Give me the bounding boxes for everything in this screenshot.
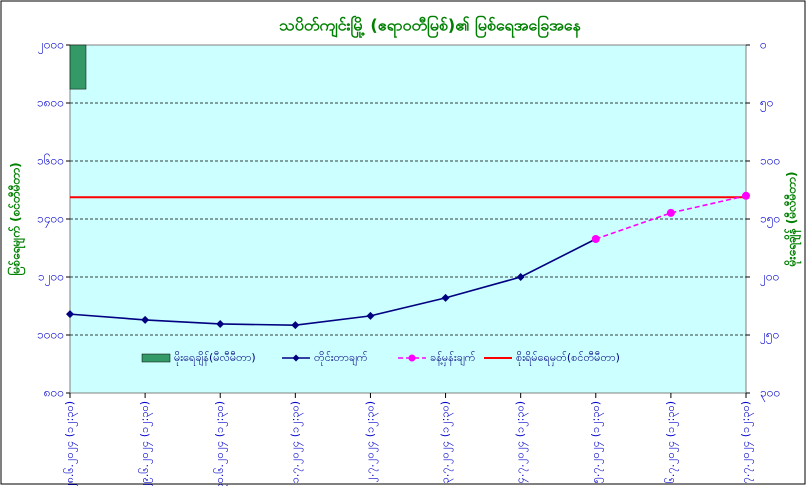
y-tick-label: ၁၂၀၀ [38, 270, 64, 287]
x-tick-label: ၇.၇.၂၀၂၄ (၁၂:၃၀) [739, 401, 754, 483]
legend-swatch [408, 354, 416, 362]
y2-tick-label: ၁၀၀ [760, 154, 780, 168]
y2-tick-label: ၂၅၀ [760, 328, 779, 345]
x-tick-label: ၅.၇.၂၀၂၄ (၁၂:၃၀) [589, 401, 604, 483]
y2-axis-label: မိုးရေချိန် (မီလီမီတာ) [783, 172, 803, 268]
x-tick-label: ၃.၇.၂၀၂၄ (၁၂:၃၀) [439, 401, 454, 483]
y-tick-label: ၂၀၀၀ [38, 38, 64, 55]
x-tick-label: ၁.၇.၂၀၂၄ (၁၂:၃၀) [288, 401, 303, 483]
legend-label: မိုးရေချိန်(မီလီမီတာ) [174, 351, 256, 366]
y2-tick-label: ၁၅၀ [760, 212, 780, 229]
forecast-point [666, 208, 675, 217]
observed-point [216, 319, 225, 328]
y2-tick-label: ၂၀၀ [760, 270, 779, 287]
y-axis-label: မြစ်ရေမျက် (စင်တီမီတာ) [6, 162, 27, 275]
y-tick-label: ၁၈၀၀ [37, 96, 64, 110]
x-tick-label: ၂.၇.၂၀၂၄ (၁၂:၃၀) [363, 401, 378, 483]
y-tick-label: ၁၀၀၀ [37, 328, 64, 342]
legend-label: တိုင်းတာချက် [314, 351, 368, 366]
y2-tick-label: ၃၀၀ [760, 386, 780, 403]
legend-swatch [141, 353, 171, 363]
observed-point [141, 315, 150, 324]
observed-point [366, 311, 375, 320]
x-tick-label: ၂၈.၆.၂၀၂၄ (၁၂:၃၀) [63, 401, 78, 486]
x-tick-label: ၃၀.၆.၂၀၂၄ (၁၂:၃၀) [213, 401, 228, 486]
observed-point [441, 293, 450, 302]
forecast-point [742, 191, 750, 200]
y2-tick-label: ၅၀ [760, 96, 774, 113]
observed-point [291, 321, 300, 330]
y-tick-label: ၁၄၀၀ [37, 212, 64, 229]
observed-point [516, 273, 525, 281]
x-tick-label: ၄.၇.၂၀၂၄ (၁၂:၃၀) [514, 401, 529, 483]
y2-tick-label: ၀ [760, 38, 767, 52]
observed-line [69, 238, 597, 326]
rain-bar [69, 44, 87, 90]
y-tick-label: ၁၆၀၀ [37, 153, 64, 168]
x-tick-label: ၂၉.၆.၂၀၂၄ (၁၂:၃၀) [138, 401, 153, 486]
observed-point [66, 310, 74, 319]
legend-label: စိုးရိမ်ရေမှတ်(စင်တီမီတာ) [516, 351, 620, 366]
legend-label: ခန့်မှန်းချက် [430, 351, 476, 366]
y-tick-label: ၈၀၀ [44, 386, 64, 400]
legend-swatch [292, 354, 300, 362]
forecast-point [591, 235, 600, 244]
x-tick-label: ၆.၇.၂၀၂၄ (၁၂:၃၀) [664, 401, 679, 483]
forecast-line [595, 195, 747, 240]
